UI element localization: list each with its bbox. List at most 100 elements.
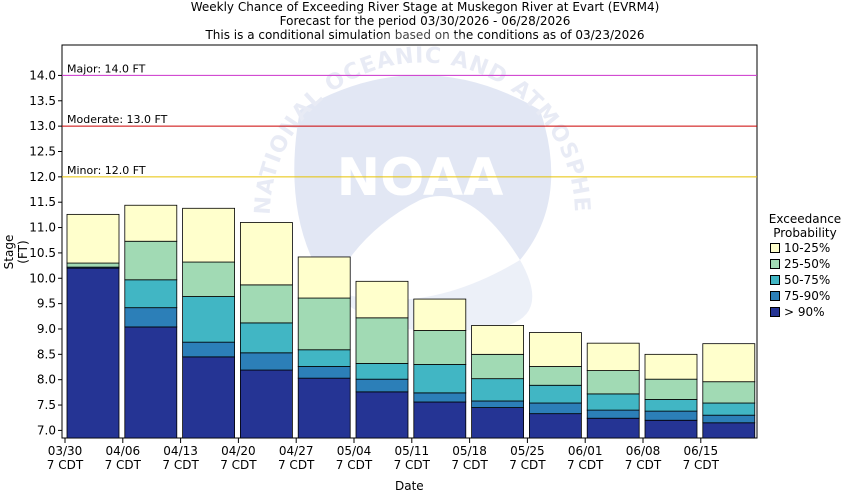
y-tick-label: 8.5 [37, 347, 56, 361]
legend-item-75-90: 75-90% [770, 288, 848, 304]
y-tick-label: 7.5 [37, 398, 56, 412]
bar-segment [644, 378, 698, 400]
y-tick-label: 7.0 [37, 423, 56, 437]
bar-segment [355, 280, 409, 319]
bar-segment [471, 400, 525, 408]
x-tick-sublabel: 7 CDT [47, 458, 84, 472]
bar-segment [529, 366, 582, 386]
x-tick-sublabel: 7 CDT [451, 458, 488, 472]
bar-segment [239, 322, 293, 354]
bar-segment [702, 414, 756, 424]
x-tick-sublabel: 7 CDT [625, 458, 662, 472]
bar-segment [529, 384, 582, 404]
plot-frame [61, 44, 758, 439]
bar-segment [182, 296, 236, 343]
x-tick-label: 04/20 [221, 444, 256, 458]
bar-segment [239, 352, 293, 371]
bar-segment [239, 222, 293, 286]
bar-segment [66, 262, 120, 268]
y-tick-label: 12.0 [29, 170, 56, 184]
legend-label-gt-90: > 90% [784, 305, 825, 319]
bar-segment [413, 298, 467, 331]
x-tick-label: 05/18 [452, 444, 487, 458]
x-tick-label: 06/08 [626, 444, 661, 458]
x-axis-title: Date [395, 479, 424, 493]
legend-label-10-25: 10-25% [784, 241, 831, 255]
bar-segment [66, 267, 120, 439]
x-tick-label: 06/15 [684, 444, 719, 458]
bar-segment [239, 369, 293, 439]
x-tick-sublabel: 7 CDT [567, 458, 604, 472]
bar-segment [297, 297, 351, 351]
y-tick-label: 10.0 [29, 271, 56, 285]
legend-swatch-25-50 [770, 259, 780, 269]
y-tick-label: 9.5 [37, 297, 56, 311]
legend-title-line-1: Exceedance [768, 212, 842, 226]
bar-segment [355, 391, 409, 439]
bar-segment [182, 207, 236, 263]
chart-legend: Exceedance Probability 10-25% 25-50% 50-… [762, 212, 848, 320]
bar-segment [182, 261, 236, 297]
bar-segment [297, 377, 351, 439]
x-tick-label: 03/30 [48, 444, 83, 458]
bar-segment [702, 381, 756, 404]
x-tick-sublabel: 7 CDT [220, 458, 257, 472]
x-tick-label: 04/13 [163, 444, 198, 458]
x-tick-label: 04/27 [279, 444, 314, 458]
bar-segment [66, 213, 120, 264]
chart-title-line-3: This is a conditional simulation based o… [205, 28, 645, 42]
legend-swatch-gt-90 [770, 307, 780, 317]
bar-segment [297, 366, 351, 379]
bar-segment [355, 378, 409, 393]
bar-segment [471, 378, 525, 402]
x-tick-label: 06/01 [568, 444, 603, 458]
y-tick-label: 11.0 [29, 221, 56, 235]
x-tick-sublabel: 7 CDT [683, 458, 720, 472]
bar-segment [644, 410, 698, 421]
threshold-label: Minor: 12.0 FT [67, 164, 146, 177]
bar-segment [471, 407, 525, 439]
threshold-label: Moderate: 13.0 FT [67, 113, 168, 126]
bar-segment [471, 353, 525, 380]
bar-segment [529, 332, 582, 367]
bar-segment [529, 402, 582, 415]
y-tick-label: 9.0 [37, 322, 56, 336]
bar-segment [586, 417, 640, 439]
bar-segment [355, 363, 409, 380]
y-tick-label: 11.5 [29, 195, 56, 209]
bar-segment [124, 279, 178, 309]
bar-segment [297, 349, 351, 367]
legend-title-line-2: Probability [773, 226, 837, 240]
chart-title-line-1: Weekly Chance of Exceeding River Stage a… [190, 0, 660, 14]
x-tick-label: 04/06 [106, 444, 141, 458]
y-tick-label: 13.5 [29, 94, 56, 108]
y-tick-label: 12.5 [29, 144, 56, 158]
bar-segment [124, 240, 178, 281]
legend-item-gt-90: > 90% [770, 304, 848, 320]
bar-segment [702, 343, 756, 383]
bar-segment [124, 204, 178, 242]
y-tick-label: 8.0 [37, 373, 56, 387]
x-tick-sublabel: 7 CDT [162, 458, 199, 472]
bar-segment [124, 307, 178, 328]
noaa-logo-text: NOAA [337, 148, 504, 208]
x-tick-label: 05/11 [395, 444, 430, 458]
bar-segment [413, 364, 467, 394]
legend-label-50-75: 50-75% [784, 273, 831, 287]
bar-segment [702, 402, 756, 416]
y-tick-label: 13.0 [29, 119, 56, 133]
bar-segment [644, 353, 698, 380]
bar-segment [413, 401, 467, 439]
bar-segment [644, 419, 698, 439]
threshold-label: Major: 14.0 FT [67, 62, 146, 75]
bar-segment [297, 256, 351, 299]
y-tick-label: 10.5 [29, 246, 56, 260]
bar-segment [586, 342, 640, 371]
bar-segment [239, 284, 293, 324]
bar-segment [702, 422, 756, 439]
bar-segment [644, 399, 698, 412]
legend-swatch-75-90 [770, 291, 780, 301]
bar-segment [586, 409, 640, 419]
legend-label-25-50: 25-50% [784, 257, 831, 271]
